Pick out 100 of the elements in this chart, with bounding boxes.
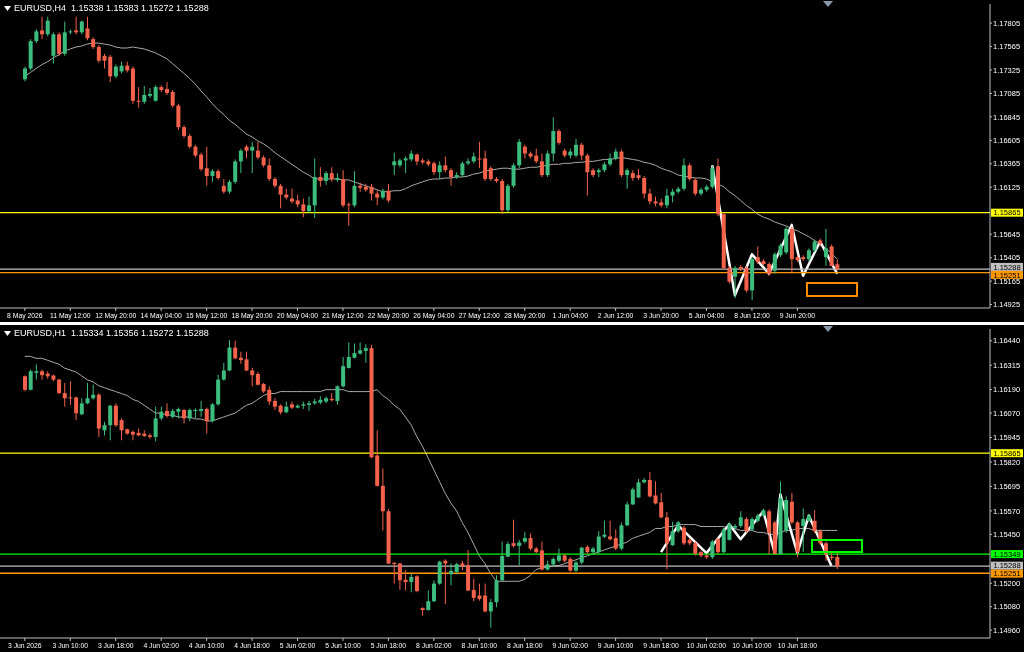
candlestick xyxy=(136,86,141,109)
candlestick xyxy=(625,167,630,190)
candlestick xyxy=(199,400,204,418)
candlestick xyxy=(113,402,118,428)
candlestick xyxy=(574,138,579,158)
candlestick xyxy=(733,265,738,299)
candlestick xyxy=(307,196,312,214)
candlestick xyxy=(85,382,90,405)
candlestick xyxy=(244,351,249,372)
candlestick xyxy=(772,251,777,275)
candlestick xyxy=(409,573,414,593)
candlestick xyxy=(681,157,686,192)
candlestick xyxy=(636,478,641,499)
candlestick xyxy=(233,158,238,185)
candlestick xyxy=(664,188,669,209)
candlestick xyxy=(386,183,391,203)
candlestick xyxy=(517,138,522,169)
candlestick xyxy=(539,541,544,572)
candlestick xyxy=(801,508,806,553)
candlestick xyxy=(812,509,817,534)
candlestick xyxy=(483,150,488,182)
candlestick xyxy=(477,141,482,169)
candlestick xyxy=(767,508,772,555)
candlestick xyxy=(147,433,152,440)
candlestick xyxy=(199,152,204,172)
candlestick xyxy=(449,167,454,187)
candlestick xyxy=(619,149,624,178)
candlestick xyxy=(307,400,312,412)
candlestick xyxy=(74,16,79,35)
candlestick xyxy=(238,148,243,174)
candlestick xyxy=(147,87,152,99)
candlestick xyxy=(551,116,556,162)
candlestick xyxy=(341,356,346,388)
candlestick xyxy=(40,16,45,40)
candlestick xyxy=(488,598,493,629)
candlestick xyxy=(710,539,715,560)
candlestick xyxy=(698,187,703,197)
candlestick xyxy=(57,31,62,57)
candlestick xyxy=(619,521,624,551)
candlestick xyxy=(494,574,499,608)
candlestick xyxy=(352,170,357,208)
candlestick xyxy=(432,579,436,603)
candlestick xyxy=(346,201,351,227)
candlestick xyxy=(278,183,283,209)
candlestick xyxy=(272,397,277,411)
candlestick xyxy=(426,589,431,612)
chart-title: EURUSD,H1 1.15334 1.15356 1.15272 1.15288 xyxy=(14,328,209,338)
candlestick xyxy=(642,175,647,200)
candlestick xyxy=(789,492,794,525)
candlestick xyxy=(670,521,675,547)
candlestick xyxy=(466,157,471,166)
candlestick xyxy=(585,153,590,197)
candlestick xyxy=(539,153,544,178)
candlestick xyxy=(51,31,56,65)
candlestick xyxy=(733,523,738,530)
candlestick xyxy=(153,406,158,442)
candlestick xyxy=(522,531,527,544)
candlestick xyxy=(437,560,442,586)
candlestick xyxy=(681,525,686,546)
candlestick xyxy=(710,165,715,190)
candlestick xyxy=(210,402,215,423)
candlestick xyxy=(449,562,454,586)
candlestick xyxy=(647,471,652,498)
candlestick xyxy=(301,198,306,218)
candlestick xyxy=(318,166,323,188)
candlestick xyxy=(483,583,488,613)
candlestick xyxy=(130,429,135,441)
candlestick xyxy=(74,395,79,421)
chart-title: EURUSD,H4 1.15338 1.15383 1.15272 1.15288 xyxy=(14,3,209,13)
candlestick xyxy=(397,562,402,591)
candlestick xyxy=(108,404,113,441)
candlestick xyxy=(363,343,368,364)
candlestick xyxy=(511,162,516,189)
candlestick xyxy=(625,501,630,527)
candlestick xyxy=(233,340,238,360)
candlestick xyxy=(613,528,618,551)
candlestick xyxy=(176,103,181,131)
candlestick xyxy=(517,539,522,566)
candlestick xyxy=(335,384,340,406)
candlestick xyxy=(85,16,90,41)
candlestick xyxy=(204,146,209,187)
candlestick xyxy=(165,402,170,419)
candlestick xyxy=(227,339,232,372)
candlestick xyxy=(267,157,272,182)
candlestick xyxy=(204,407,209,435)
candlestick xyxy=(698,549,703,558)
candlestick xyxy=(40,368,45,381)
candlestick xyxy=(511,519,516,548)
candlestick xyxy=(608,520,613,542)
candlestick xyxy=(608,153,613,167)
candlestick xyxy=(647,188,652,205)
candlestick xyxy=(556,548,561,564)
candlestick xyxy=(45,16,50,37)
candlestick xyxy=(250,367,255,387)
candlestick xyxy=(62,21,67,57)
candlestick xyxy=(165,81,170,96)
candlestick xyxy=(392,152,397,176)
candlestick xyxy=(823,228,828,267)
candlestick xyxy=(250,141,255,174)
candlestick xyxy=(545,150,550,178)
